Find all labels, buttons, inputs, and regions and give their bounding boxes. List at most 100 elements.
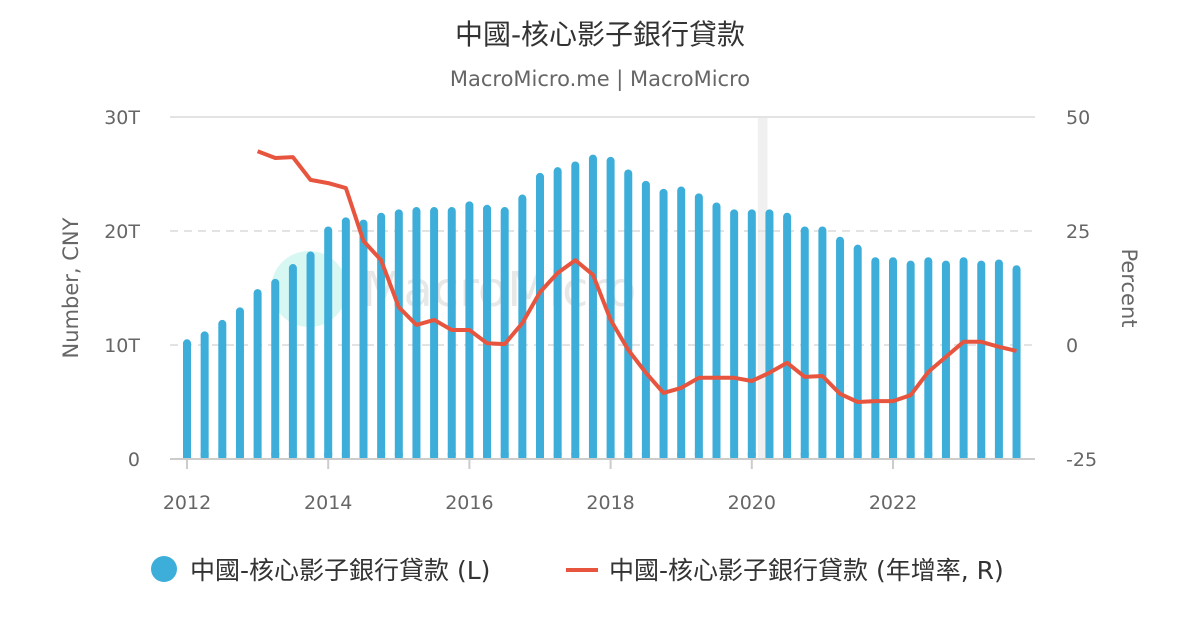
bar — [571, 161, 580, 459]
bar-base — [906, 453, 915, 459]
bar-base — [712, 453, 721, 459]
bar — [641, 180, 650, 459]
bar — [677, 186, 686, 460]
x-tick-label: 2012 — [163, 492, 211, 514]
bar-base — [483, 453, 492, 459]
legend-bar-label: 中國-核心影子銀行貸款 (L) — [190, 556, 490, 585]
bar-base — [218, 453, 227, 459]
bar-base — [271, 453, 280, 459]
bar-base — [200, 453, 209, 459]
bar-base — [624, 453, 633, 459]
bar-base — [553, 453, 562, 459]
bar — [924, 257, 933, 459]
bar-base — [447, 453, 456, 459]
bar — [447, 207, 456, 459]
bar-base — [641, 453, 650, 459]
bar — [941, 260, 950, 459]
bar — [218, 319, 227, 459]
bar-base — [518, 453, 527, 459]
bar-base — [288, 453, 297, 459]
bar — [889, 257, 897, 459]
bar — [553, 167, 562, 459]
x-tick-label: 2022 — [869, 492, 917, 514]
bar — [959, 257, 968, 459]
bar-base — [959, 453, 968, 459]
bar — [871, 257, 880, 459]
bar-base — [694, 453, 703, 459]
bar — [624, 169, 633, 459]
bar — [730, 209, 739, 459]
chart-title: 中國-核心影子銀行貸款 — [455, 18, 745, 51]
x-tick-label: 2014 — [304, 492, 352, 514]
y-left-tick-label: 30T — [104, 107, 140, 129]
y-right-tick-label: 50 — [1066, 107, 1090, 129]
bar — [500, 207, 509, 459]
x-tick-label: 2018 — [586, 492, 634, 514]
bar-base — [500, 453, 509, 459]
bar — [200, 331, 209, 459]
bar — [694, 193, 703, 459]
bar-base — [606, 453, 615, 459]
bar-base — [536, 453, 544, 459]
bar — [324, 226, 333, 459]
bar — [659, 188, 668, 459]
bar-base — [853, 453, 862, 459]
bar — [253, 289, 262, 459]
y-left-axis-title: Number, CNY — [59, 217, 83, 358]
bar-base — [836, 453, 845, 459]
legend-item-bar[interactable]: 中國-核心影子銀行貸款 (L) — [151, 556, 490, 585]
bar — [800, 226, 809, 459]
y-right-tick-label: 25 — [1066, 221, 1090, 243]
bar — [853, 244, 862, 459]
bar — [536, 172, 544, 460]
bar — [271, 278, 280, 459]
bar-base — [306, 453, 315, 459]
bar — [394, 209, 403, 459]
bar — [183, 339, 191, 459]
legend: 中國-核心影子銀行貸款 (L) 中國-核心影子銀行貸款 (年增率, R) — [151, 556, 1004, 585]
bar-base — [571, 453, 580, 459]
bar — [430, 207, 439, 459]
bar — [712, 202, 721, 459]
bar-base — [394, 453, 403, 459]
bar — [483, 204, 492, 459]
bar — [606, 156, 615, 459]
y-left-tick-label: 20T — [104, 221, 140, 243]
bar — [906, 260, 915, 459]
bar — [977, 260, 986, 459]
bar-base — [1012, 453, 1021, 459]
legend-bar-swatch — [151, 556, 177, 582]
bar-base — [430, 453, 439, 459]
bar — [588, 154, 597, 459]
bar-base — [235, 453, 244, 459]
bar-base — [659, 453, 668, 459]
y-left-tick-label: 0 — [128, 449, 140, 471]
bar-base — [183, 453, 191, 459]
chart-subtitle: MacroMicro.me | MacroMicro — [450, 67, 750, 92]
bar-base — [412, 453, 421, 459]
bar-base — [677, 453, 686, 459]
bar-base — [747, 453, 756, 459]
bar-base — [730, 453, 739, 459]
bar — [747, 209, 756, 459]
bar-base — [818, 453, 827, 459]
bar — [412, 207, 421, 459]
bar-base — [253, 453, 262, 459]
bar-base — [994, 453, 1003, 459]
bar — [235, 307, 244, 459]
bar-base — [588, 453, 597, 459]
y-right-tick-label: 0 — [1066, 335, 1078, 357]
bar-base — [800, 453, 809, 459]
bar — [359, 219, 368, 459]
bar — [783, 212, 792, 459]
legend-item-line[interactable]: 中國-核心影子銀行貸款 (年增率, R) — [566, 556, 1004, 585]
bar-base — [765, 453, 774, 459]
bar-base — [941, 453, 950, 459]
bar-base — [324, 453, 333, 459]
shaded-period — [757, 117, 768, 459]
bar-base — [465, 453, 474, 459]
bar-base — [871, 453, 880, 459]
bar-base — [341, 453, 350, 459]
bar — [818, 226, 827, 459]
